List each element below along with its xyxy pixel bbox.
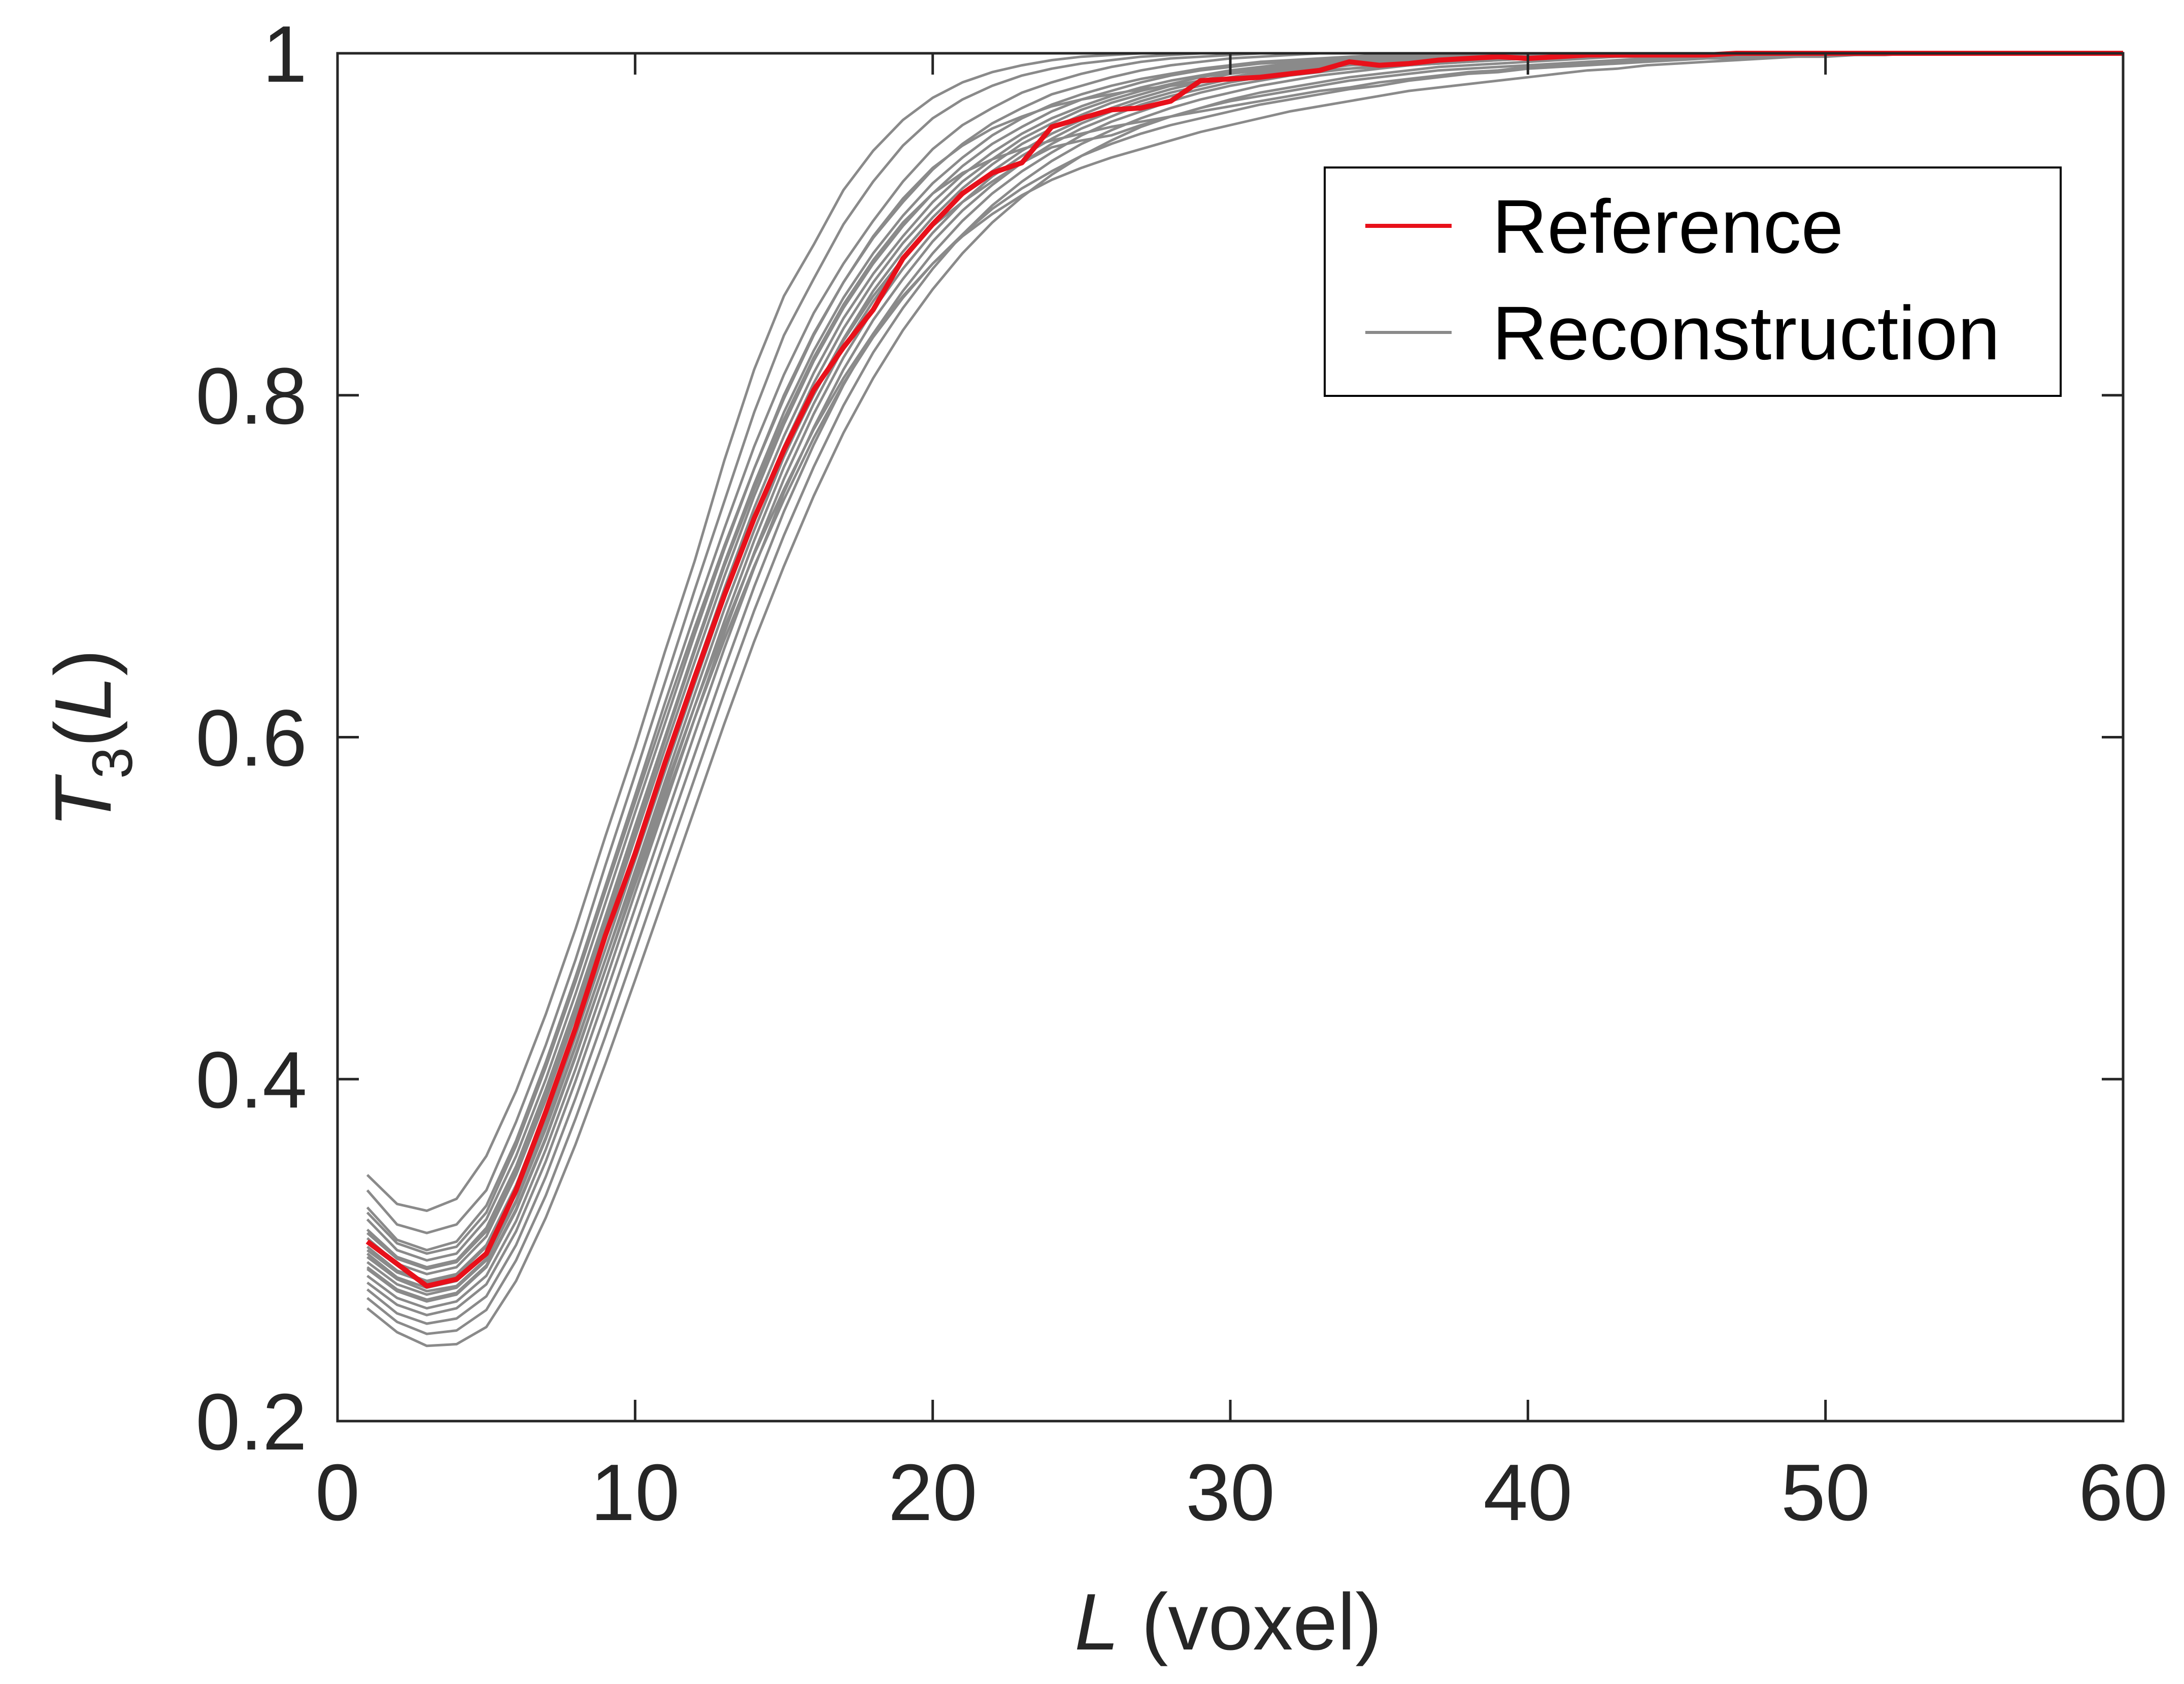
legend-label-reconstruction: Reconstruction: [1492, 290, 2000, 376]
axes-layer: 0 10 20 30 40 50 60 0.2 0.4 0.6 0.8 1: [195, 10, 2168, 1537]
series-reconstruction-line-17: [366, 52, 2123, 1293]
y-tick-label-0: 0.2: [195, 1377, 307, 1467]
x-tick-label-30: 30: [1186, 1448, 1275, 1537]
y-tick-label-1: 0.4: [195, 1035, 307, 1125]
x-tick-label-40: 40: [1483, 1448, 1572, 1537]
x-tick-label-60: 60: [2078, 1448, 2168, 1537]
x-tick-label-20: 20: [888, 1448, 978, 1537]
x-axis-title-unit: (voxel): [1119, 1577, 1382, 1667]
x-axis-title-var: L: [1074, 1577, 1119, 1667]
y-axis-title-close: ): [39, 649, 128, 676]
legend-label-reference: Reference: [1492, 184, 1843, 269]
y-axis-title: T3(L): [39, 649, 144, 828]
y-axis-title-var: T: [39, 774, 128, 828]
x-tick-label-50: 50: [1781, 1448, 1870, 1537]
y-tick-label-3: 0.8: [195, 352, 307, 441]
x-tick-label-0: 0: [315, 1448, 360, 1537]
x-axis-title: L (voxel): [1074, 1577, 1382, 1667]
x-tick-label-10: 10: [590, 1448, 680, 1537]
y-tick-label-4: 1: [262, 10, 307, 99]
y-tick-label-2: 0.6: [195, 694, 307, 783]
legend: Reference Reconstruction: [1324, 166, 2062, 397]
legend-box: [1324, 166, 2062, 397]
y-axis-title-open: (: [39, 721, 128, 748]
y-axis-title-sub: 3: [81, 747, 144, 779]
y-axis-title-arg: L: [39, 676, 128, 721]
